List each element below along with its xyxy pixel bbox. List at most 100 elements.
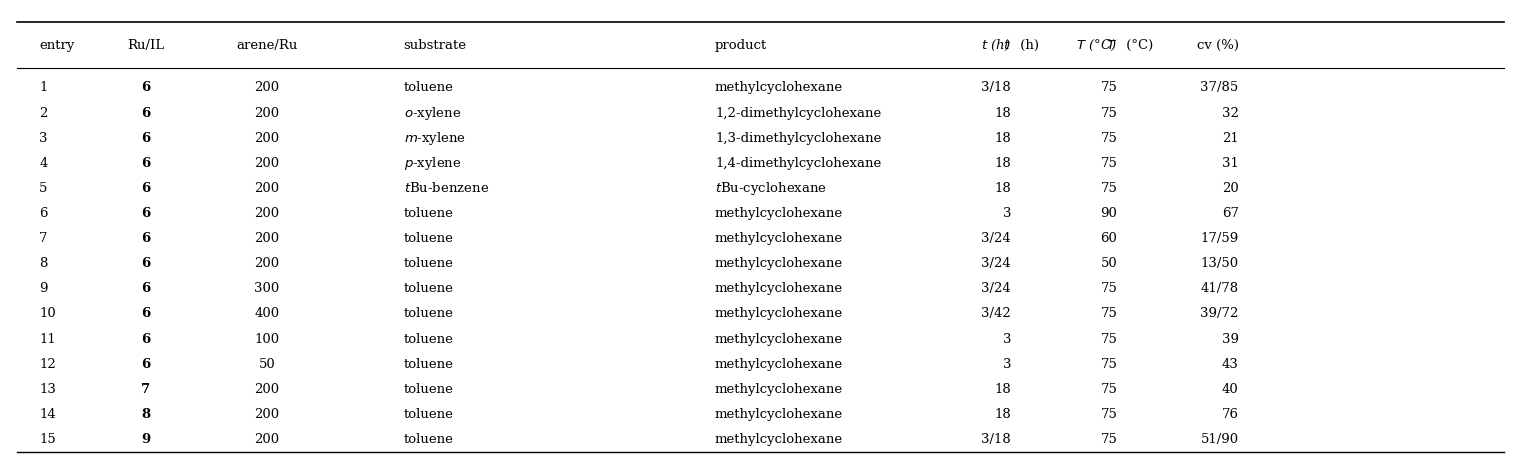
Text: 6: 6 <box>141 257 151 270</box>
Text: 50: 50 <box>259 358 275 371</box>
Text: 13: 13 <box>40 383 56 396</box>
Text: entry: entry <box>40 39 75 52</box>
Text: methylcyclohexane: methylcyclohexane <box>715 257 843 270</box>
Text: methylcyclohexane: methylcyclohexane <box>715 408 843 421</box>
Text: 7: 7 <box>141 383 151 396</box>
Text: $o$-xylene: $o$-xylene <box>403 105 461 121</box>
Text: 32: 32 <box>1221 106 1238 120</box>
Text: toluene: toluene <box>403 257 453 270</box>
Text: toluene: toluene <box>403 307 453 320</box>
Text: 5: 5 <box>40 182 47 195</box>
Text: $t$Bu-benzene: $t$Bu-benzene <box>403 181 488 195</box>
Text: 50: 50 <box>1101 257 1118 270</box>
Text: 75: 75 <box>1100 282 1118 295</box>
Text: toluene: toluene <box>403 207 453 220</box>
Text: 200: 200 <box>254 433 280 446</box>
Text: 31: 31 <box>1221 157 1238 170</box>
Text: 300: 300 <box>254 282 280 295</box>
Text: 75: 75 <box>1100 358 1118 371</box>
Text: 75: 75 <box>1100 433 1118 446</box>
Text: toluene: toluene <box>403 433 453 446</box>
Text: arene/Ru: arene/Ru <box>236 39 298 52</box>
Text: 1,3-dimethylcyclohexane: 1,3-dimethylcyclohexane <box>715 132 881 145</box>
Text: 6: 6 <box>141 157 151 170</box>
Text: 6: 6 <box>141 81 151 94</box>
Text: 6: 6 <box>141 307 151 320</box>
Text: toluene: toluene <box>403 232 453 245</box>
Text: 400: 400 <box>254 307 280 320</box>
Text: 12: 12 <box>40 358 56 371</box>
Text: 200: 200 <box>254 257 280 270</box>
Text: 6: 6 <box>141 207 151 220</box>
Text: 18: 18 <box>995 132 1011 145</box>
Text: methylcyclohexane: methylcyclohexane <box>715 358 843 371</box>
Text: 1,4-dimethylcyclohexane: 1,4-dimethylcyclohexane <box>715 157 881 170</box>
Text: $T$ (°C): $T$ (°C) <box>1077 38 1118 53</box>
Text: 6: 6 <box>141 358 151 371</box>
Text: $T$: $T$ <box>1106 39 1118 52</box>
Text: $t$ (h): $t$ (h) <box>981 38 1011 53</box>
Text: 39/72: 39/72 <box>1200 307 1238 320</box>
Text: 75: 75 <box>1100 157 1118 170</box>
Text: methylcyclohexane: methylcyclohexane <box>715 433 843 446</box>
Text: 60: 60 <box>1100 232 1118 245</box>
Text: 15: 15 <box>40 433 56 446</box>
Text: methylcyclohexane: methylcyclohexane <box>715 383 843 396</box>
Text: toluene: toluene <box>403 81 453 94</box>
Text: 3: 3 <box>1002 358 1011 371</box>
Text: substrate: substrate <box>403 39 467 52</box>
Text: 14: 14 <box>40 408 56 421</box>
Text: 75: 75 <box>1100 307 1118 320</box>
Text: 3/24: 3/24 <box>981 282 1011 295</box>
Text: 18: 18 <box>995 408 1011 421</box>
Text: 1,2-dimethylcyclohexane: 1,2-dimethylcyclohexane <box>715 106 881 120</box>
Text: 75: 75 <box>1100 332 1118 345</box>
Text: 7: 7 <box>40 232 47 245</box>
Text: 43: 43 <box>1221 358 1238 371</box>
Text: 37/85: 37/85 <box>1200 81 1238 94</box>
Text: 75: 75 <box>1100 81 1118 94</box>
Text: product: product <box>715 39 767 52</box>
Text: $t$Bu-cyclohexane: $t$Bu-cyclohexane <box>715 180 827 197</box>
Text: 3: 3 <box>1002 207 1011 220</box>
Text: 3/42: 3/42 <box>981 307 1011 320</box>
Text: 75: 75 <box>1100 132 1118 145</box>
Text: 75: 75 <box>1100 182 1118 195</box>
Text: 9: 9 <box>141 433 151 446</box>
Text: 200: 200 <box>254 182 280 195</box>
Text: 200: 200 <box>254 408 280 421</box>
Text: 20: 20 <box>1221 182 1238 195</box>
Text: 3/24: 3/24 <box>981 232 1011 245</box>
Text: 75: 75 <box>1100 408 1118 421</box>
Text: 6: 6 <box>141 232 151 245</box>
Text: toluene: toluene <box>403 383 453 396</box>
Text: 76: 76 <box>1221 408 1238 421</box>
Text: 3: 3 <box>40 132 47 145</box>
Text: toluene: toluene <box>403 358 453 371</box>
Text: 6: 6 <box>40 207 47 220</box>
Text: 9: 9 <box>40 282 47 295</box>
Text: 39: 39 <box>1221 332 1238 345</box>
Text: methylcyclohexane: methylcyclohexane <box>715 307 843 320</box>
Text: $m$-xylene: $m$-xylene <box>403 130 465 146</box>
Text: 8: 8 <box>141 408 151 421</box>
Text: 3/24: 3/24 <box>981 257 1011 270</box>
Text: toluene: toluene <box>403 282 453 295</box>
Text: 6: 6 <box>141 182 151 195</box>
Text: 21: 21 <box>1221 132 1238 145</box>
Text: 200: 200 <box>254 232 280 245</box>
Text: 100: 100 <box>254 332 280 345</box>
Text: 6: 6 <box>141 106 151 120</box>
Text: 6: 6 <box>141 282 151 295</box>
Text: 8: 8 <box>40 257 47 270</box>
Text: 6: 6 <box>141 332 151 345</box>
Text: 200: 200 <box>254 383 280 396</box>
Text: 6: 6 <box>141 132 151 145</box>
Text: 40: 40 <box>1221 383 1238 396</box>
Text: 13/50: 13/50 <box>1200 257 1238 270</box>
Text: 90: 90 <box>1100 207 1118 220</box>
Text: cv (%): cv (%) <box>1197 39 1238 52</box>
Text: 200: 200 <box>254 132 280 145</box>
Text: methylcyclohexane: methylcyclohexane <box>715 207 843 220</box>
Text: 3/18: 3/18 <box>981 433 1011 446</box>
